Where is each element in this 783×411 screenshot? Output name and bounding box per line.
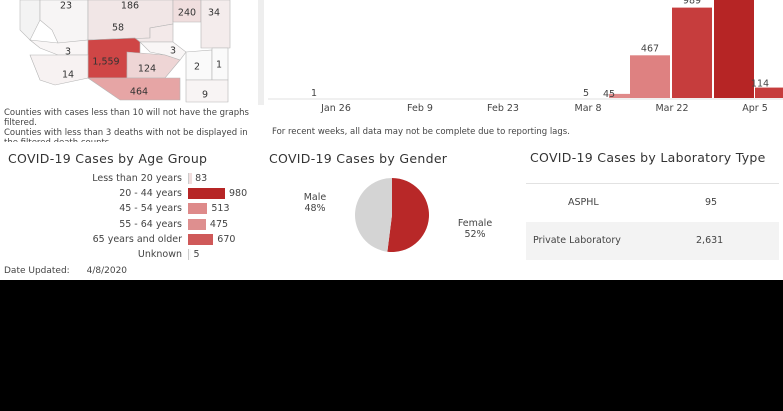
timeline-bar[interactable] bbox=[714, 0, 754, 98]
timeline-bar[interactable] bbox=[672, 7, 712, 99]
lab-row[interactable]: Private Laboratory 2,631 bbox=[526, 222, 779, 260]
timeline-tick-label: Jan 26 bbox=[320, 103, 351, 114]
age-bar[interactable] bbox=[188, 218, 206, 230]
age-value-label: 5 bbox=[193, 249, 200, 260]
county-region[interactable] bbox=[185, 79, 229, 103]
timeline-bar[interactable] bbox=[755, 87, 783, 98]
county-count-label: 9 bbox=[202, 90, 208, 101]
county-count-label: 1,559 bbox=[92, 57, 119, 68]
age-category-label: 65 years and older bbox=[92, 233, 182, 245]
timeline-bar-label: 45 bbox=[603, 89, 615, 100]
age-bar[interactable] bbox=[188, 173, 193, 184]
age-chart-title: COVID-19 Cases by Age Group bbox=[8, 151, 208, 166]
county-count-label: 124 bbox=[138, 64, 156, 75]
pie-slice-name: Male bbox=[304, 192, 327, 203]
age-value-label: 980 bbox=[229, 188, 248, 200]
county-count-label: 3 bbox=[170, 46, 176, 57]
timeline-bar[interactable] bbox=[630, 55, 670, 98]
lab-chart-title: COVID-19 Cases by Laboratory Type bbox=[530, 150, 766, 165]
map-notes: Counties with cases less than 10 will no… bbox=[4, 108, 262, 142]
county-region[interactable] bbox=[19, 0, 41, 41]
age-category-label: 45 - 54 years bbox=[119, 203, 182, 215]
pie-slice-percent: 48% bbox=[304, 203, 325, 214]
age-bar[interactable] bbox=[188, 233, 214, 245]
timeline-bar-label: 5 bbox=[583, 88, 589, 99]
age-category-label: 55 - 64 years bbox=[119, 218, 182, 230]
date-updated-label: Date Updated: bbox=[4, 266, 70, 276]
pie-slice[interactable] bbox=[387, 178, 429, 252]
age-category-label: Unknown bbox=[137, 249, 182, 260]
county-count-label: 186 bbox=[121, 1, 139, 12]
lab-row[interactable]: ASPHL 95 bbox=[526, 184, 779, 222]
date-updated: Date Updated: 4/8/2020 bbox=[4, 266, 127, 276]
age-value-label: 475 bbox=[209, 218, 229, 230]
county-region[interactable] bbox=[29, 54, 89, 86]
lab-name: ASPHL bbox=[568, 197, 599, 208]
age-value-label: 670 bbox=[217, 233, 236, 245]
county-region[interactable] bbox=[200, 0, 231, 49]
county-count-label: 14 bbox=[62, 70, 74, 81]
county-count-label: 464 bbox=[130, 87, 148, 98]
pie-slice-name: Female bbox=[458, 218, 493, 229]
timeline-bar-label: 989 bbox=[683, 0, 701, 7]
gender-chart-title: COVID-19 Cases by Gender bbox=[269, 151, 448, 166]
county-region[interactable] bbox=[126, 51, 181, 79]
pie-slice-percent: 52% bbox=[464, 229, 485, 240]
lab-name: Private Laboratory bbox=[533, 235, 621, 246]
county-count-label: 3 bbox=[65, 47, 71, 58]
lab-value: 2,631 bbox=[696, 235, 724, 246]
age-bar[interactable] bbox=[188, 188, 225, 200]
age-category-label: 20 - 44 years bbox=[119, 188, 182, 200]
map-scrollbar[interactable] bbox=[258, 0, 264, 105]
age-value-label: 513 bbox=[211, 203, 230, 215]
timeline-bar-label: 467 bbox=[641, 43, 659, 54]
map-note: Counties with cases less than 10 will no… bbox=[4, 108, 249, 128]
timeline-bar[interactable] bbox=[609, 93, 649, 98]
date-updated-value: 4/8/2020 bbox=[86, 266, 128, 276]
age-value-label: 83 bbox=[195, 173, 208, 184]
lab-value: 95 bbox=[705, 197, 718, 208]
age-bar[interactable] bbox=[188, 249, 191, 260]
county-count-label: 34 bbox=[208, 8, 220, 19]
age-bar[interactable] bbox=[188, 203, 208, 215]
county-count-label: 2 bbox=[194, 62, 200, 73]
age-group-chart[interactable]: Less than 20 years 83 20 - 44 years 980 45 -… bbox=[0, 170, 262, 265]
map-note: Counties with less than 3 deaths with no… bbox=[4, 128, 248, 142]
county-map[interactable]: 23 186 240 34 58 3 3 1,559 124 14 2 1 464 9 bbox=[0, 0, 262, 105]
timeline-tick-label: Mar 8 bbox=[575, 103, 602, 114]
divider bbox=[526, 183, 779, 184]
timeline-tick-label: Mar 22 bbox=[655, 103, 688, 114]
timeline-bar-label: 1 bbox=[311, 88, 317, 99]
county-region[interactable] bbox=[87, 77, 181, 101]
timeline-bar-label: 114 bbox=[751, 79, 769, 90]
timeline-tick-label: Feb 9 bbox=[407, 103, 433, 114]
county-count-label: 240 bbox=[178, 8, 196, 19]
county-count-label: 1 bbox=[216, 60, 222, 71]
timeline-tick-label: Apr 5 bbox=[742, 103, 768, 114]
age-category-label: Less than 20 years bbox=[92, 173, 182, 184]
timeline-tick-label: Feb 23 bbox=[487, 103, 519, 114]
county-count-label: 58 bbox=[112, 23, 124, 34]
dashboard-panel: 23 186 240 34 58 3 3 1,559 124 14 2 1 464 9 Counties … bbox=[0, 0, 783, 280]
county-count-label: 23 bbox=[60, 1, 72, 12]
pie-slice[interactable] bbox=[354, 178, 392, 252]
timeline-note: For recent weeks, all data may not be co… bbox=[272, 127, 570, 137]
